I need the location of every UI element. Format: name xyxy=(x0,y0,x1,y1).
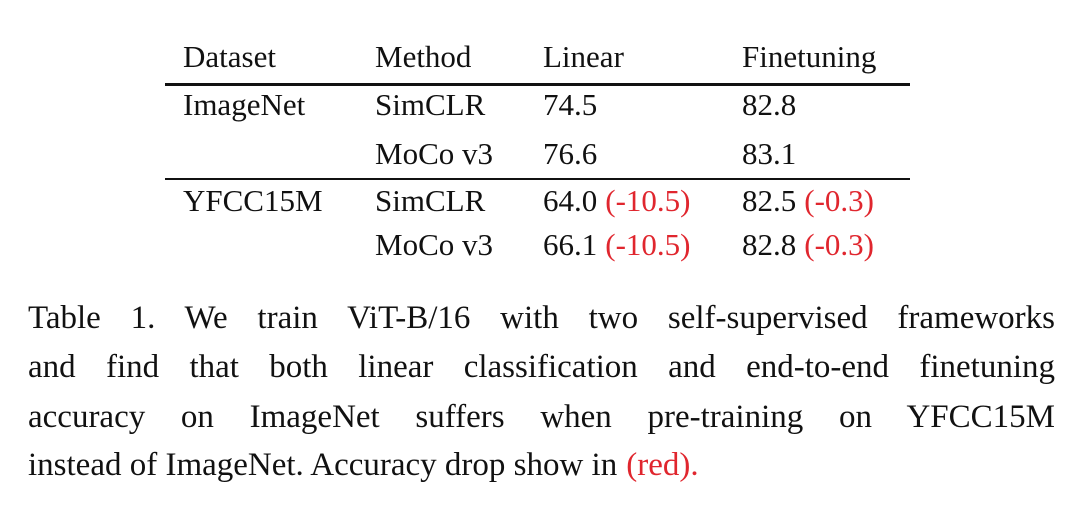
caption-line: accuracy on ImageNet suffers when pre-tr… xyxy=(28,393,1055,441)
caption-text: instead of ImageNet. Accuracy drop show … xyxy=(28,447,618,483)
table-cell: MoCo v3 xyxy=(375,136,493,171)
column-header: Finetuning xyxy=(742,39,877,74)
table-cell: 82.8 (-0.3) xyxy=(742,225,874,265)
cell-value: 66.1 xyxy=(543,227,598,262)
header-rule xyxy=(165,83,910,86)
caption-text: Table 1. We train ViT-B/16 with two self… xyxy=(28,300,1055,336)
table-cell: SimCLR xyxy=(375,183,486,218)
table-cell: 74.5 xyxy=(543,87,598,122)
caption-text: accuracy on ImageNet suffers when pre-tr… xyxy=(28,399,1055,435)
caption-line: and find that both linear classification… xyxy=(28,343,1055,391)
accuracy-drop: (-0.3) xyxy=(804,183,874,218)
cell-value: 82.8 xyxy=(742,227,797,262)
cell-value: 64.0 xyxy=(543,183,598,218)
table-cell: 66.1 (-10.5) xyxy=(543,225,690,265)
group-rule xyxy=(165,178,910,180)
caption-line: Table 1. We train ViT-B/16 with two self… xyxy=(28,294,1055,342)
accuracy-drop: (-10.5) xyxy=(605,183,691,218)
cell-value: 82.5 xyxy=(742,183,797,218)
column-header: Method xyxy=(375,39,472,74)
accuracy-drop: (-0.3) xyxy=(804,227,874,262)
table-cell: 82.5 (-0.3) xyxy=(742,181,874,221)
table-cell: SimCLR xyxy=(375,87,486,122)
table-cell: YFCC15M xyxy=(183,183,323,218)
table-cell: 64.0 (-10.5) xyxy=(543,181,690,221)
table-cell: 83.1 xyxy=(742,136,797,171)
caption-line: instead of ImageNet. Accuracy drop show … xyxy=(28,441,1055,489)
column-header: Dataset xyxy=(183,39,276,74)
column-header: Linear xyxy=(543,39,624,74)
caption-text: and find that both linear classification… xyxy=(28,349,1055,385)
table-cell: 82.8 xyxy=(742,87,797,122)
table-cell: ImageNet xyxy=(183,87,306,122)
table-cell: MoCo v3 xyxy=(375,227,493,262)
accuracy-drop: (-10.5) xyxy=(605,227,691,262)
table-cell: 76.6 xyxy=(543,136,598,171)
caption-highlight: (red). xyxy=(626,447,699,483)
